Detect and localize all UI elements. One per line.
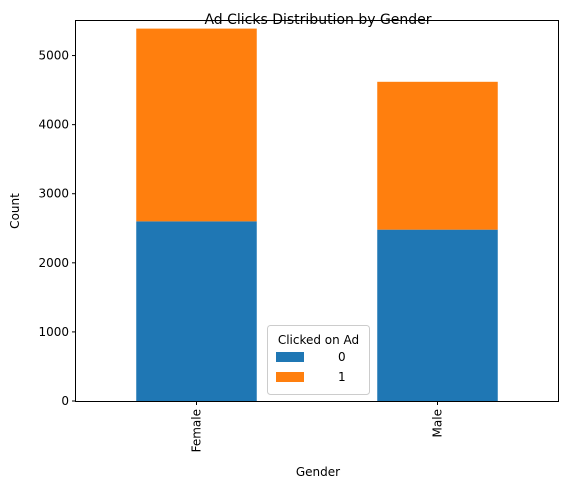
- bars-layer: [136, 28, 498, 401]
- y-tick-label: 0: [61, 394, 69, 408]
- y-tick-label: 1000: [38, 325, 69, 339]
- legend-title: Clicked on Ad: [278, 333, 359, 347]
- bar-female-clicked-0: [136, 221, 257, 401]
- legend-items: 01: [276, 350, 346, 384]
- y-axis: 0 1000 2000 3000 4000 5000: [38, 49, 76, 408]
- legend-label-1: 1: [338, 370, 346, 384]
- legend: Clicked on Ad 01: [267, 325, 370, 395]
- y-tick-label: 4000: [38, 118, 69, 132]
- y-axis-label: Count: [8, 193, 22, 229]
- bar-male-clicked-0: [377, 229, 498, 401]
- x-tick-label-female: Female: [190, 409, 204, 452]
- legend-swatch-0: [276, 352, 304, 362]
- legend-label-0: 0: [338, 350, 346, 364]
- y-tick-label: 2000: [38, 256, 69, 270]
- bar-female-clicked-1: [136, 28, 257, 222]
- y-tick-label: 5000: [38, 49, 69, 63]
- x-axis-label: Gender: [296, 465, 340, 479]
- y-tick-label: 3000: [38, 187, 69, 201]
- x-axis: Female Male: [190, 401, 445, 452]
- bar-male-clicked-1: [377, 81, 498, 230]
- plot-frame: [75, 20, 559, 402]
- x-tick-label-male: Male: [431, 409, 445, 437]
- legend-swatch-1: [276, 372, 304, 382]
